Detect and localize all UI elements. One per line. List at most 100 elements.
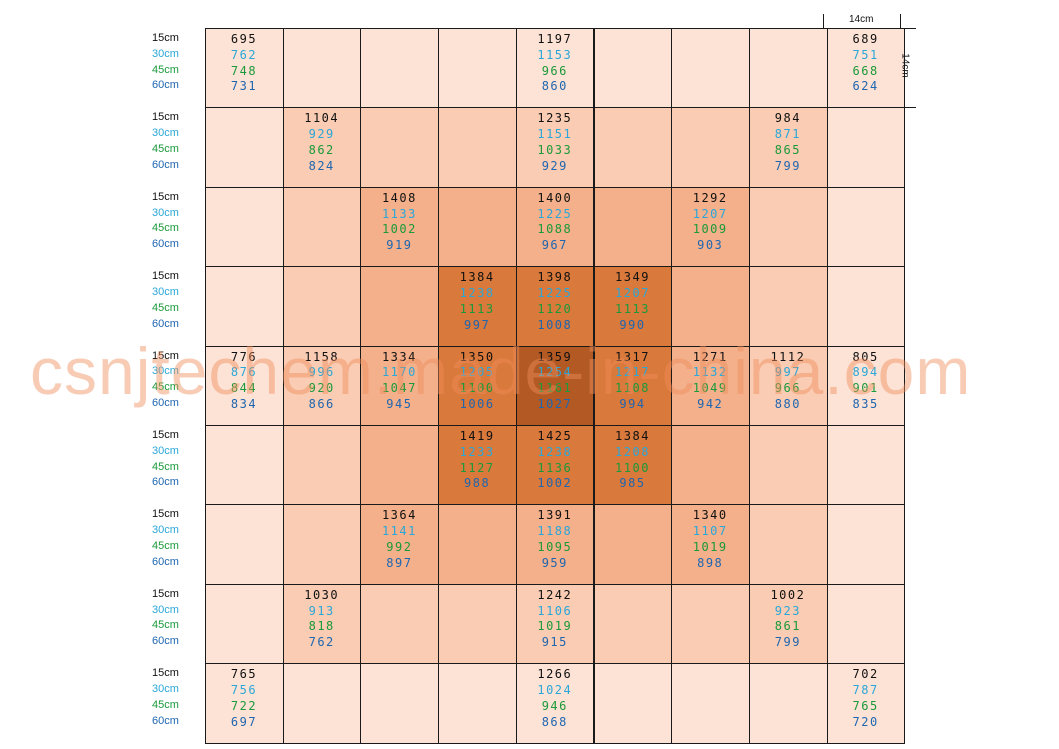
cell-value-30cm: 1170 — [381, 365, 417, 380]
cell-value-45cm: 1088 — [537, 222, 573, 237]
grid-cell — [593, 28, 673, 109]
cell-value-45cm: 966 — [541, 63, 568, 78]
grid-cell — [515, 345, 595, 426]
grid-cell — [282, 504, 362, 585]
cell-value-15cm: 1334 — [381, 349, 417, 364]
cell-value-15cm: 1359 — [537, 349, 573, 364]
grid-cell — [515, 186, 595, 268]
grid-cell — [438, 186, 517, 268]
cell-value-60cm: 880 — [774, 397, 801, 411]
cell-value-15cm: 1384 — [615, 429, 650, 443]
cell-value-15cm: 1400 — [537, 190, 573, 205]
cell-value-45cm: 920 — [308, 381, 335, 396]
cell-value-60cm: 959 — [541, 555, 568, 570]
grid-cell — [360, 425, 440, 506]
grid-cell — [748, 186, 828, 268]
cell-value-15cm: 984 — [774, 111, 801, 126]
cell-value-45cm: 862 — [308, 143, 335, 157]
grid-cell — [438, 663, 517, 744]
cell-value-15cm: 776 — [230, 349, 258, 364]
cell-value-15cm: 1242 — [537, 587, 573, 602]
depth-label: 60cm — [152, 79, 179, 92]
grid-cell — [748, 28, 828, 109]
depth-label: 15cm — [152, 111, 179, 124]
depth-label: 60cm — [152, 555, 179, 568]
cell-value-45cm: 946 — [541, 698, 568, 713]
cell-value-30cm: 1151 — [537, 127, 573, 142]
grid-cell — [593, 266, 673, 347]
cell-value-15cm: 689 — [852, 32, 879, 46]
grid-cell — [593, 504, 673, 585]
grid-cell — [826, 583, 906, 665]
cell-value-60cm: 919 — [386, 238, 413, 253]
grid-cell — [826, 266, 906, 347]
depth-label: 15cm — [152, 667, 179, 680]
grid-cell — [671, 186, 750, 268]
cell-value-15cm: 695 — [230, 32, 258, 46]
cell-value-30cm: 1205 — [459, 365, 495, 380]
cell-value-30cm: 894 — [852, 365, 879, 380]
depth-label: 60cm — [152, 397, 179, 409]
cell-value-60cm: 997 — [464, 317, 491, 332]
grid-cell — [515, 28, 595, 109]
cell-value-45cm: 1120 — [537, 301, 573, 316]
grid-cell — [205, 583, 284, 665]
cell-value-60cm: 1002 — [537, 476, 573, 491]
cell-value-30cm: 1107 — [692, 524, 728, 539]
depth-label: 45cm — [152, 381, 179, 394]
cell-value-60cm: 945 — [386, 397, 413, 411]
cell-value-15cm: 1317 — [615, 349, 650, 364]
depth-label: 45cm — [152, 698, 179, 711]
grid-cell — [360, 583, 440, 665]
cell-value-45cm: 1019 — [537, 619, 573, 634]
grid-cell — [205, 186, 284, 268]
grid-cell — [360, 107, 440, 188]
grid-cell — [282, 583, 362, 665]
cell-value-15cm: 1002 — [770, 587, 806, 602]
depth-label: 30cm — [152, 206, 179, 219]
cell-value-30cm: 1207 — [615, 286, 650, 300]
cell-value-30cm: 1153 — [537, 47, 573, 62]
cell-value-60cm: 731 — [230, 79, 258, 94]
grid-cell — [438, 266, 517, 347]
grid-cell — [438, 28, 517, 109]
grid-cell — [360, 663, 440, 744]
grid-cell — [438, 504, 517, 585]
grid-cell — [282, 663, 362, 744]
depth-label: 30cm — [152, 127, 179, 140]
depth-label: 30cm — [152, 365, 179, 378]
cell-value-30cm: 871 — [774, 127, 801, 142]
depth-label: 30cm — [152, 603, 179, 616]
cell-value-15cm: 1292 — [692, 190, 728, 205]
dimension-tick — [900, 28, 916, 29]
cell-value-15cm: 1349 — [615, 270, 650, 285]
grid-cell — [593, 583, 673, 665]
cell-value-60cm: 1008 — [537, 317, 573, 332]
grid-cell — [282, 266, 362, 347]
cell-value-60cm: 720 — [852, 714, 879, 729]
depth-label: 15cm — [152, 270, 179, 283]
cell-value-60cm: 624 — [852, 79, 879, 94]
grid-cell — [438, 107, 517, 188]
depth-label: 30cm — [152, 444, 179, 457]
grid-cell — [671, 266, 750, 347]
grid-cell — [671, 425, 750, 506]
cell-value-45cm: 1136 — [537, 460, 573, 475]
grid-cell — [748, 504, 828, 585]
cell-value-15cm: 1350 — [459, 349, 495, 364]
cell-value-15cm: 1235 — [537, 111, 573, 126]
cell-value-60cm: 834 — [230, 397, 258, 411]
cell-value-30cm: 756 — [230, 683, 258, 697]
cell-value-45cm: 668 — [852, 63, 879, 78]
cell-value-60cm: 824 — [308, 158, 335, 173]
dimension-tick — [900, 107, 916, 108]
cell-value-30cm: 1225 — [537, 206, 573, 221]
cell-value-45cm: 966 — [774, 381, 801, 396]
cell-value-15cm: 1340 — [692, 508, 728, 523]
cell-value-30cm: 1254 — [537, 365, 573, 380]
cell-value-45cm: 1161 — [537, 381, 573, 396]
grid-cell — [360, 28, 440, 109]
cell-value-30cm: 787 — [852, 683, 879, 697]
grid-cell — [671, 28, 750, 109]
cell-value-45cm: 1100 — [615, 460, 650, 475]
